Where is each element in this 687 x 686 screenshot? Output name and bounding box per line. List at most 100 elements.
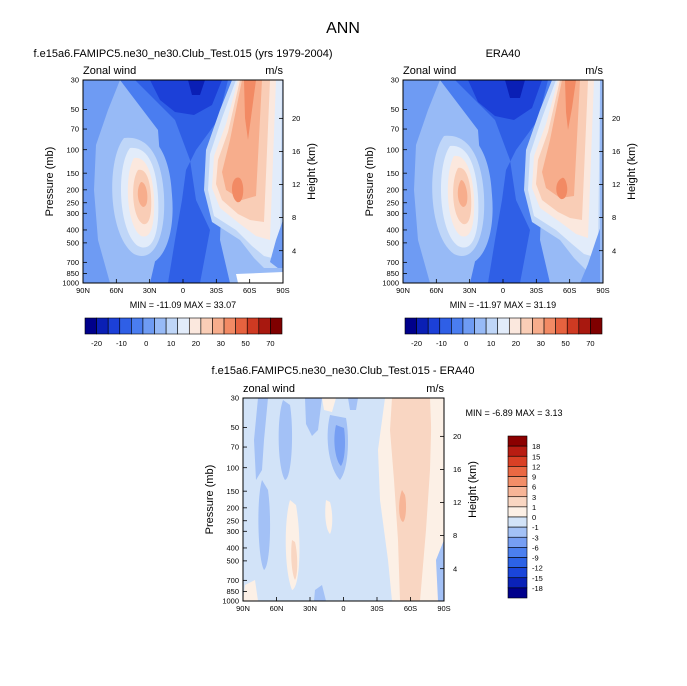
- panel-era40-ytick-label: 200: [386, 185, 399, 194]
- panel-era40-colorbar: -20 -10 0 10 20 30 50 70: [404, 317, 603, 348]
- panel-model-ytick-label: 100: [66, 145, 79, 154]
- panel-era40-xtick-label: 0: [501, 286, 505, 295]
- panel-model-ytick-label: 1000: [62, 279, 79, 288]
- panel-era40-htick-label: 20: [612, 114, 620, 123]
- panel-difference-level-label: 18: [532, 442, 540, 451]
- panel-difference-colorbar-swatch: [507, 587, 528, 599]
- panel-model-htick-label: 8: [292, 213, 296, 222]
- panel-era40-colorbar-swatch: [520, 317, 533, 335]
- panel-era40-xtick-label: 30N: [463, 286, 477, 295]
- panel-era40-ytick-label: 1000: [382, 279, 399, 288]
- panel-era40-colorbar-swatch: [416, 317, 429, 335]
- panel-difference-xtick-label: 90S: [437, 604, 450, 613]
- panel-era40-ytick-label: 400: [386, 226, 399, 235]
- panel-model-ytick-label: 500: [66, 238, 79, 247]
- panel-model-ylabel: Pressure (mb): [44, 147, 56, 217]
- panel-era40-ytick-label: 100: [386, 145, 399, 154]
- panel-era40-htick-label: 8: [612, 213, 616, 222]
- panel-era40-colorbar-level-label: 70: [586, 339, 594, 348]
- panel-model-colorbar-level-label: -10: [116, 339, 127, 348]
- panel-difference-ytick-label: 400: [226, 544, 239, 553]
- panel-era40-colorbar-swatch: [555, 317, 568, 335]
- panel-model-colorbar-swatch: [270, 317, 283, 335]
- panel-difference-ylabel-right: Height (km): [467, 461, 479, 518]
- panel-era40-colorbar-swatch: [590, 317, 603, 335]
- panel-difference-colorbar-swatch: [507, 496, 528, 508]
- panel-era40-colorbar-swatch: [532, 317, 545, 335]
- panel-era40-xtick-label: 60N: [429, 286, 443, 295]
- panel-difference-htick-label: 4: [453, 564, 457, 573]
- panel-difference-colorbar-swatch: [507, 466, 528, 477]
- panel-era40-ytick-label: 50: [391, 105, 399, 114]
- figure-title: ANN: [326, 20, 360, 37]
- panel-difference-ytick-label: 100: [226, 463, 239, 472]
- panel-era40-xtick-label: 30S: [530, 286, 543, 295]
- panel-difference-level-label: -12: [532, 564, 543, 573]
- panel-model-colorbar: -20 -10 0 10 20 30 50 70: [84, 317, 283, 348]
- panel-difference-colorbar-swatch: [507, 557, 528, 568]
- panel-era40: ERA40 Zonal wind m/s: [364, 48, 638, 348]
- panel-model-ytick-label: 150: [66, 169, 79, 178]
- panel-model-colorbar-swatch: [154, 317, 167, 335]
- panel-model-colorbar-swatch: [223, 317, 236, 335]
- panel-difference-htick-label: 8: [453, 531, 457, 540]
- panel-era40-xtick-label: 90S: [596, 286, 609, 295]
- panel-difference-ytick-label: 50: [231, 423, 239, 432]
- panel-era40-stats: MIN = -11.97 MAX = 31.19: [450, 300, 556, 310]
- panel-era40-ylabel-right: Height (km): [626, 143, 638, 200]
- panel-difference-colorbar-swatch: [507, 455, 528, 467]
- panel-difference-level-label: 9: [532, 473, 536, 482]
- panel-era40-colorbar-swatch: [543, 317, 556, 335]
- panel-era40-colorbar-swatch: [508, 317, 522, 335]
- panel-difference-ytick-label: 30: [231, 394, 239, 403]
- panel-model-ytick-label: 300: [66, 209, 79, 218]
- panel-model-ytick-label: 200: [66, 185, 79, 194]
- panel-model-colorbar-swatch: [188, 317, 202, 335]
- panel-difference-ytick-label: 300: [226, 527, 239, 536]
- panel-difference-colorbar-swatch: [507, 486, 528, 498]
- panel-era40-axes: 90N 60N 30N 0 30S 60S 90S 30 50 70 100 150 200 250 300…: [364, 76, 638, 295]
- panel-era40-xtick-label: 90N: [396, 286, 410, 295]
- panel-model-colorbar-level-label: 20: [192, 339, 200, 348]
- panel-model-colorbar-level-label: 0: [144, 339, 148, 348]
- panel-era40-title: ERA40: [486, 48, 521, 60]
- panel-model-colorbar-level-label: -20: [91, 339, 102, 348]
- panel-difference-htick-label: 16: [453, 465, 461, 474]
- panel-model-htick-label: 20: [292, 114, 300, 123]
- panel-model-ytick-label: 700: [66, 258, 79, 267]
- panel-model-colorbar-swatch: [96, 317, 109, 335]
- panel-difference-xtick-label: 0: [341, 604, 345, 613]
- panel-era40-ytick-label: 850: [386, 269, 399, 278]
- panel-difference-title: f.e15a6.FAMIPC5.ne30_ne30.Club_Test.015 …: [212, 365, 475, 377]
- panel-era40-colorbar-level-label: 20: [512, 339, 520, 348]
- panel-model-ytick-label: 70: [71, 125, 79, 134]
- panel-model-units: m/s: [265, 65, 283, 77]
- panel-model-colorbar-level-label: 10: [167, 339, 175, 348]
- panel-model-xtick-label: 0: [181, 286, 185, 295]
- panel-era40-colorbar-swatch: [451, 317, 464, 335]
- panel-era40-colorbar-level-label: 50: [561, 339, 569, 348]
- panel-difference-colorbar-swatch: [507, 516, 528, 528]
- panel-era40-colorbar-swatch: [474, 317, 487, 335]
- panel-difference-colorbar-swatch: [507, 506, 528, 518]
- panel-difference-axes: 90N 60N 30N 0 30S 60S 90S 30 50 70 100 150 200 250 300…: [204, 394, 479, 613]
- panel-model-ylabel-right: Height (km): [306, 143, 318, 200]
- panel-model-colorbar-swatch: [131, 317, 144, 335]
- panel-difference-ytick-label: 700: [226, 576, 239, 585]
- panel-era40-xtick-label: 60S: [563, 286, 576, 295]
- panel-difference-colorbar-swatch: [507, 577, 528, 589]
- panel-difference-level-label: 6: [532, 483, 536, 492]
- panel-difference-level-label: -6: [532, 543, 539, 552]
- panel-model-htick-label: 4: [292, 246, 296, 255]
- panel-model-xtick-label: 90S: [276, 286, 289, 295]
- panel-era40-ylabel: Pressure (mb): [364, 147, 376, 217]
- panel-era40-colorbar-level-label: 10: [487, 339, 495, 348]
- panel-model-xtick-label: 30S: [210, 286, 223, 295]
- panel-model-xtick-label: 60S: [243, 286, 256, 295]
- panel-era40-colorbar-level-label: 0: [464, 339, 468, 348]
- panel-era40-units: m/s: [585, 65, 603, 77]
- panel-difference-level-label: 0: [532, 513, 536, 522]
- panel-model-ytick-label: 250: [66, 198, 79, 207]
- panel-model-colorbar-swatch: [177, 317, 190, 335]
